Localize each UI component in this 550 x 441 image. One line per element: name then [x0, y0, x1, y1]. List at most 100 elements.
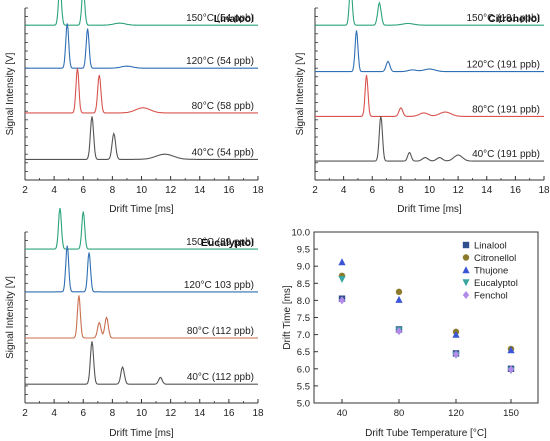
x-tick-label: 14: [194, 408, 206, 419]
y-tick-label: 5.0: [297, 399, 310, 410]
data-point-fenchol: [338, 296, 346, 305]
x-tick-label: 120: [448, 408, 464, 419]
trace-line: [315, 116, 544, 162]
x-tick-label: 10: [136, 408, 148, 419]
y-tick-label: 9.5: [297, 245, 310, 256]
x-tick-label: 16: [223, 408, 235, 419]
trace-line: [315, 75, 544, 117]
x-tick-label: 150: [503, 408, 519, 419]
x-tick-label: 80: [394, 408, 405, 419]
trace-line: [25, 23, 258, 69]
y-tick-label: 6.0: [297, 364, 310, 375]
x-tick-label: 2: [312, 185, 318, 196]
trace-line: [25, 208, 258, 250]
trace-label: 80°C (58 ppb): [192, 101, 254, 112]
x-tick-label: 14: [194, 185, 206, 196]
x-tick-label: 6: [369, 185, 375, 196]
x-axis-label: Drift Time [ms]: [109, 428, 174, 439]
y-tick-label: 7.0: [297, 330, 310, 341]
chart-title: Citronellol: [488, 13, 540, 25]
x-tick-label: 12: [165, 185, 177, 196]
spectrum-panel-eucalyptol: 2 4 6 8 10 12 14 16 18 Eucalyptol Drift Time [ms] S…: [5, 208, 264, 439]
trace-line: [315, 30, 544, 73]
trace-label: 120°C (191 ppb): [467, 60, 541, 71]
y-tick-label: 8.5: [297, 279, 310, 290]
legend-marker: [462, 241, 470, 249]
x-tick-label: 12: [453, 185, 465, 196]
chart-title: Linalool: [214, 13, 254, 25]
x-tick-label: 18: [252, 408, 264, 419]
x-tick-label: 14: [481, 185, 493, 196]
trace-label: 150°C (89 ppb): [186, 237, 254, 248]
legend-marker: [462, 266, 470, 274]
x-tick-label: 2: [22, 408, 28, 419]
x-axis-label: Drift Time [ms]: [109, 204, 174, 215]
x-tick-label: 6: [80, 185, 86, 196]
y-tick-label: 10.0: [292, 228, 311, 239]
data-point-thujone: [338, 258, 346, 266]
data-point-citronellol: [395, 288, 403, 296]
data-point-thujone: [452, 330, 460, 338]
x-tick-label: 16: [510, 185, 522, 196]
legend-label: Eucalyptol: [474, 278, 518, 289]
y-tick-label: 9.0: [297, 262, 310, 273]
legend-marker: [462, 291, 470, 299]
spectrum-panel-citronellol: 2 4 6 8 10 12 14 16 18 Citronellol Drift Time [ms]…: [295, 0, 550, 215]
x-tick-label: 8: [110, 408, 116, 419]
x-tick-label: 18: [538, 185, 550, 196]
y-tick-label: 6.5: [297, 347, 310, 358]
x-tick-label: 10: [424, 185, 436, 196]
trace-line: [25, 68, 258, 114]
x-tick-label: 8: [398, 185, 404, 196]
trace-label: 80°C (191 ppb): [472, 104, 540, 115]
y-axis-label: Signal Intensity [V]: [5, 276, 16, 359]
legend-label: Fenchol: [474, 291, 508, 302]
trace-line: [25, 245, 258, 293]
x-tick-label: 4: [341, 185, 347, 196]
trace-label: 120°C (54 ppb): [186, 56, 254, 67]
x-tick-label: 6: [80, 408, 86, 419]
legend-marker: [462, 254, 470, 261]
data-point-fenchol: [507, 365, 515, 374]
x-tick-label: 4: [51, 408, 57, 419]
x-tick-label: 10: [136, 185, 148, 196]
x-tick-label: 2: [22, 185, 28, 196]
x-tick-label: 40: [337, 408, 348, 419]
trace-line: [25, 295, 258, 339]
y-tick-label: 5.5: [297, 381, 310, 392]
trace-label: 40°C (112 ppb): [187, 372, 254, 383]
y-tick-label: 7.5: [297, 313, 310, 324]
data-point-fenchol: [395, 327, 403, 336]
data-point-eucalyptol: [338, 275, 346, 283]
y-axis-label: Signal Intensity [V]: [295, 52, 306, 135]
trace-label: 40°C (191 ppb): [472, 149, 540, 160]
legend-label: Linalool: [474, 241, 507, 252]
data-point-fenchol: [452, 350, 460, 359]
trace-line: [25, 341, 258, 385]
x-tick-label: 4: [51, 185, 57, 196]
spectrum-panel-linalool: 2 4 6 8 10 12 14 16 18 Linalool Drift Time [ms] Sig…: [5, 0, 264, 215]
chart-title: Eucalyptol: [201, 237, 254, 249]
legend-label: Thujone: [474, 266, 508, 277]
x-tick-label: 12: [165, 408, 177, 419]
x-axis-label: Drift Time [ms]: [397, 204, 462, 215]
trace-line: [315, 0, 544, 26]
trace-label: 150°C (191 ppb): [467, 13, 541, 24]
y-axis-label: Signal Intensity [V]: [5, 52, 16, 135]
trace-label: 150°C (54 ppb): [186, 13, 254, 24]
x-tick-label: 16: [223, 185, 235, 196]
scatter-panel: 5.0 5.5 6.0 6.5 7.0 7.5 8.0 8.5 9.0 9.5 10.0 40 80 12…: [282, 228, 539, 439]
x-axis-label: Drift Tube Temperature [°C]: [365, 428, 487, 439]
trace-label: 120°C 103 ppb): [184, 280, 254, 291]
legend-label: Citronellol: [474, 253, 516, 264]
legend-marker: [462, 279, 470, 287]
x-tick-label: 18: [252, 185, 264, 196]
y-tick-label: 8.0: [297, 296, 310, 307]
trace-line: [25, 0, 258, 26]
trace-label: 80°C (112 ppb): [187, 326, 254, 337]
data-point-thujone: [395, 295, 403, 303]
y-axis-label: Drift Time [ms]: [282, 285, 293, 350]
data-point-thujone: [507, 346, 515, 354]
trace-line: [25, 116, 258, 160]
